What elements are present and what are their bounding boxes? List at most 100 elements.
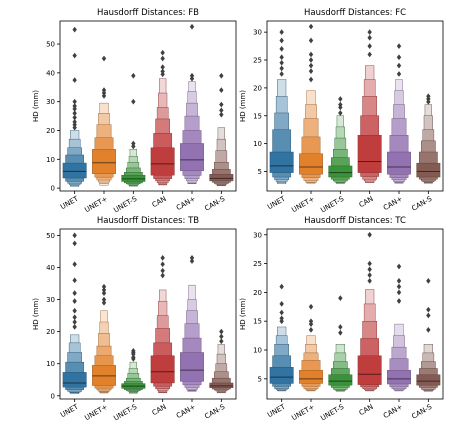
y-tick-label: 10	[253, 347, 262, 355]
outlier-point	[72, 240, 77, 247]
outlier-point	[338, 329, 343, 336]
boxen-tail	[423, 390, 433, 392]
y-tick-label: 0	[51, 392, 55, 400]
y-tick-label: 40	[46, 69, 55, 77]
y-axis-label: HD (mm)	[32, 90, 40, 122]
outlier-point	[160, 261, 165, 268]
outlier-point	[131, 356, 136, 362]
outlier-point	[367, 43, 372, 49]
chart-title: Hausdorff Distances: FB	[97, 8, 199, 18]
x-tick-label: UNET+	[83, 195, 109, 214]
x-tick-label: CAN	[358, 403, 375, 417]
outlier-point	[396, 298, 402, 304]
boxen-series	[328, 96, 353, 184]
boxen-box	[328, 165, 353, 178]
boxen-series	[92, 55, 116, 186]
chart-title: Hausdorff Distances: TC	[304, 216, 406, 226]
axes-frame	[266, 20, 444, 192]
outlier-point	[72, 277, 77, 284]
y-tick-label: 5	[258, 375, 262, 383]
boxen-box	[387, 151, 411, 175]
outlier-point	[72, 106, 77, 112]
x-tick-label: UNET	[59, 194, 80, 211]
boxen-series	[92, 283, 116, 394]
boxen-series	[269, 29, 294, 184]
y-tick-label: 20	[253, 289, 262, 297]
boxen-series	[299, 23, 323, 184]
outlier-point	[189, 72, 195, 79]
boxen-box	[209, 174, 234, 182]
outlier-point	[189, 75, 195, 82]
outlier-point	[219, 328, 224, 335]
x-tick-label: CAN+	[175, 403, 197, 420]
boxen-series	[180, 255, 204, 392]
outlier-point	[279, 283, 284, 290]
boxen-box	[150, 147, 175, 176]
outlier-point	[338, 324, 343, 330]
boxen-tail	[277, 390, 287, 392]
outlier-point	[338, 104, 343, 111]
outlier-point	[72, 26, 77, 33]
outlier-point	[219, 87, 224, 94]
boxen-tail	[187, 183, 197, 185]
y-tick-label: 30	[253, 231, 262, 239]
boxen-series	[150, 49, 175, 186]
x-tick-label: UNET-S	[319, 195, 345, 215]
y-tick-label: 15	[253, 318, 262, 326]
boxen-series	[357, 29, 382, 183]
outlier-point	[396, 71, 402, 77]
boxen-tail	[365, 390, 375, 392]
outlier-point	[219, 338, 224, 345]
outlier-point	[396, 263, 402, 270]
outlier-point	[367, 272, 372, 278]
boxen-series	[150, 255, 175, 394]
boxen-tail	[158, 184, 168, 186]
outlier-point	[72, 323, 77, 330]
y-tick-label: 5	[258, 168, 262, 176]
y-tick-label: 40	[46, 264, 55, 272]
boxen-series	[328, 295, 353, 392]
boxen-box	[269, 151, 294, 173]
outlier-point	[189, 23, 195, 30]
boxen-series	[387, 43, 411, 184]
boxen-tail	[335, 182, 345, 184]
outlier-point	[219, 101, 224, 108]
boxen-tail	[394, 390, 404, 392]
outlier-point	[367, 278, 372, 284]
outlier-point	[131, 98, 136, 105]
boxen-series	[269, 283, 294, 392]
boxen-tail	[365, 181, 375, 183]
x-tick-label: CAN-S	[203, 403, 226, 421]
outlier-point	[72, 307, 77, 314]
outlier-point	[308, 318, 314, 325]
boxen-tail	[306, 182, 316, 184]
outlier-point	[396, 278, 402, 284]
outlier-point	[279, 37, 284, 44]
outlier-point	[367, 260, 372, 267]
outlier-point	[308, 76, 314, 83]
boxen-series	[62, 26, 87, 187]
outlier-point	[219, 333, 224, 340]
boxen-tail	[187, 390, 197, 392]
boxen-tail	[128, 185, 138, 187]
outlier-point	[72, 298, 77, 305]
outlier-point	[72, 114, 77, 121]
outlier-point	[131, 351, 136, 357]
boxen-series	[299, 303, 323, 392]
x-tick-label: UNET-S	[112, 403, 138, 423]
outlier-point	[308, 303, 314, 310]
outlier-point	[396, 289, 402, 296]
boxen-tail	[128, 392, 138, 394]
outlier-point	[72, 98, 77, 105]
outlier-point	[308, 68, 314, 75]
x-tick-label: UNET+	[290, 403, 316, 422]
outlier-point	[308, 321, 314, 327]
outlier-point	[279, 315, 284, 322]
x-tick-label: CAN-S	[410, 195, 433, 213]
outlier-point	[131, 72, 136, 79]
outlier-point	[279, 65, 284, 72]
outlier-point	[426, 326, 431, 333]
outlier-point	[279, 71, 284, 77]
outlier-point	[426, 306, 431, 313]
